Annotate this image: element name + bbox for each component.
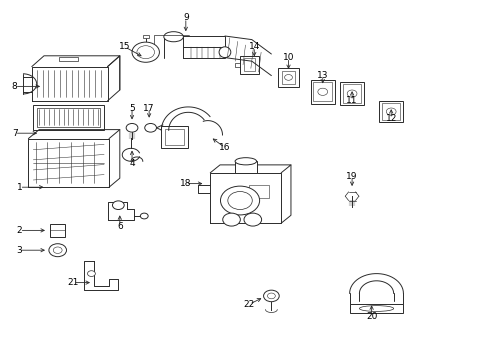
Bar xyxy=(161,126,188,148)
Circle shape xyxy=(112,201,124,210)
Text: 22: 22 xyxy=(243,300,255,309)
Circle shape xyxy=(244,213,261,226)
Bar xyxy=(313,82,331,101)
Circle shape xyxy=(126,123,138,132)
Text: 5: 5 xyxy=(129,104,135,112)
Circle shape xyxy=(263,290,279,302)
Text: 9: 9 xyxy=(183,13,188,22)
Circle shape xyxy=(53,247,62,253)
Text: 14: 14 xyxy=(248,42,260,51)
Text: 10: 10 xyxy=(282,53,294,62)
Text: 13: 13 xyxy=(316,71,328,80)
Circle shape xyxy=(317,88,327,95)
Text: 7: 7 xyxy=(12,129,18,138)
Bar xyxy=(281,71,295,84)
Bar xyxy=(50,224,65,237)
Text: 18: 18 xyxy=(180,179,191,188)
Circle shape xyxy=(140,213,148,219)
Bar xyxy=(310,80,334,104)
Circle shape xyxy=(144,123,156,132)
Bar xyxy=(342,84,361,103)
Ellipse shape xyxy=(235,158,256,165)
Text: 15: 15 xyxy=(119,42,130,51)
Circle shape xyxy=(137,46,154,59)
Text: 21: 21 xyxy=(67,278,79,287)
Text: 11: 11 xyxy=(346,96,357,105)
Circle shape xyxy=(346,90,356,97)
Circle shape xyxy=(220,186,259,215)
Bar xyxy=(349,304,403,313)
Text: 19: 19 xyxy=(346,172,357,181)
Text: 1: 1 xyxy=(17,183,22,192)
Circle shape xyxy=(386,108,395,115)
Text: 8: 8 xyxy=(12,82,18,91)
Bar xyxy=(239,56,259,74)
Bar xyxy=(142,35,148,38)
Bar xyxy=(59,57,78,61)
Ellipse shape xyxy=(359,306,393,311)
Text: 4: 4 xyxy=(129,159,135,168)
Bar xyxy=(33,105,104,130)
Circle shape xyxy=(132,42,159,62)
Bar xyxy=(243,58,255,71)
Ellipse shape xyxy=(219,47,230,58)
Bar xyxy=(339,82,364,105)
Text: 3: 3 xyxy=(17,246,22,255)
Text: 20: 20 xyxy=(365,312,377,321)
Circle shape xyxy=(284,75,292,80)
Circle shape xyxy=(49,244,66,257)
Bar xyxy=(37,108,100,127)
Bar xyxy=(235,161,257,173)
Bar xyxy=(277,68,299,87)
Circle shape xyxy=(227,192,252,210)
Bar xyxy=(379,101,402,122)
Circle shape xyxy=(267,293,275,299)
Ellipse shape xyxy=(163,32,183,42)
Bar xyxy=(382,103,399,120)
Circle shape xyxy=(87,271,95,276)
Circle shape xyxy=(222,213,240,226)
Text: 16: 16 xyxy=(219,143,230,152)
Text: 2: 2 xyxy=(17,226,22,235)
Bar xyxy=(249,185,268,198)
Bar xyxy=(164,129,184,145)
Text: 6: 6 xyxy=(117,222,122,231)
Text: 17: 17 xyxy=(143,104,155,112)
Text: 12: 12 xyxy=(385,114,396,123)
